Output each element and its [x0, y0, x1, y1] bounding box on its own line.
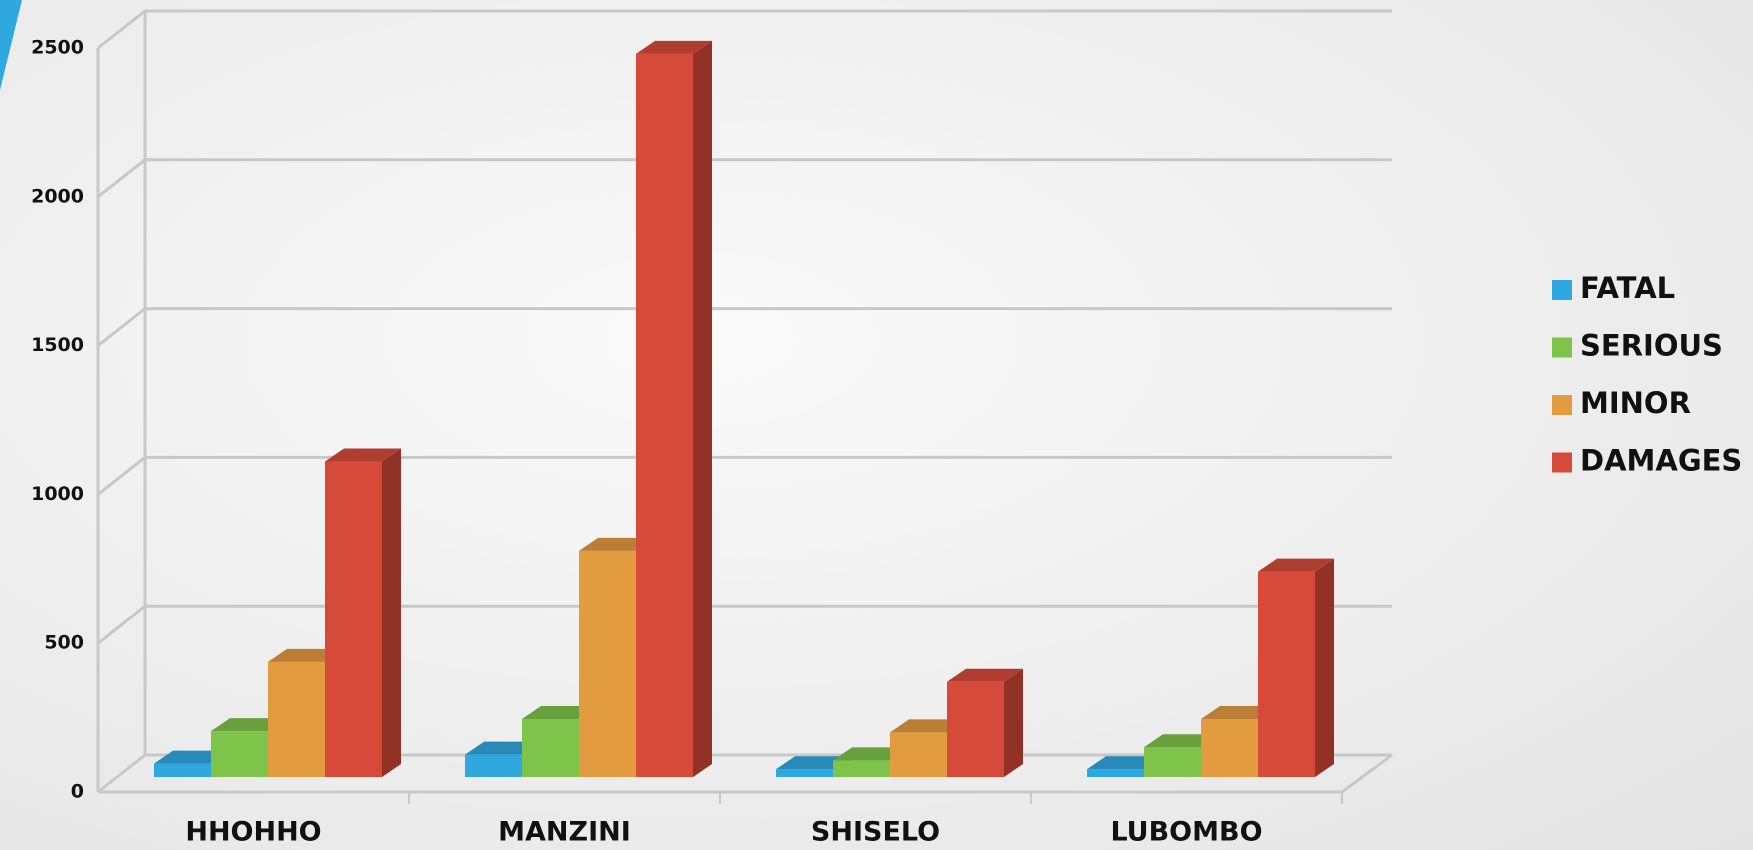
bar	[833, 760, 890, 777]
y-tick-label: 1000	[31, 483, 84, 505]
bar-top	[325, 448, 401, 462]
legend-label: DAMAGES	[1580, 444, 1742, 478]
bar	[890, 732, 947, 777]
legend-swatch	[1552, 337, 1572, 358]
x-tick-label: MANZINI	[498, 817, 631, 848]
grid-line	[97, 455, 1392, 496]
y-tick-label: 500	[44, 632, 84, 654]
bar	[211, 731, 268, 777]
corner-decoration	[0, 0, 22, 90]
bar	[947, 681, 1004, 777]
y-tick-label: 2500	[31, 37, 84, 59]
bar	[325, 461, 382, 777]
bar	[268, 661, 325, 777]
bar-top	[947, 668, 1023, 682]
bar	[154, 763, 211, 777]
grid-line	[97, 9, 1392, 50]
bar	[776, 769, 833, 777]
bar	[1144, 747, 1201, 777]
bar	[579, 550, 636, 777]
bar	[1087, 769, 1144, 777]
x-tick-label: HHOHHO	[185, 817, 321, 848]
legend-label: FATAL	[1580, 271, 1675, 305]
bar-top	[636, 40, 712, 54]
legend-swatch	[1552, 452, 1572, 473]
x-tick-label: LUBOMBO	[1110, 817, 1262, 848]
bar-side	[693, 40, 712, 777]
bar-side	[1004, 668, 1023, 777]
bar	[636, 53, 693, 777]
bar-top	[1258, 558, 1334, 572]
legend-swatch	[1552, 280, 1572, 300]
grid-line	[97, 307, 1392, 347]
bar	[1258, 571, 1315, 777]
grid-line	[97, 158, 1392, 198]
y-tick-label: 1500	[31, 334, 84, 356]
legend-label: SERIOUS	[1580, 329, 1723, 363]
bar	[1201, 718, 1258, 777]
bar-side	[382, 448, 401, 777]
grid-line	[97, 604, 1392, 645]
bar	[465, 754, 522, 777]
bar	[522, 718, 579, 777]
bar-side	[1315, 558, 1334, 777]
legend-label: MINOR	[1580, 386, 1691, 420]
legend-swatch	[1552, 395, 1572, 415]
y-tick-label: 0	[71, 781, 84, 803]
y-tick-label: 2000	[31, 185, 84, 207]
x-tick-label: SHISELO	[811, 817, 940, 848]
